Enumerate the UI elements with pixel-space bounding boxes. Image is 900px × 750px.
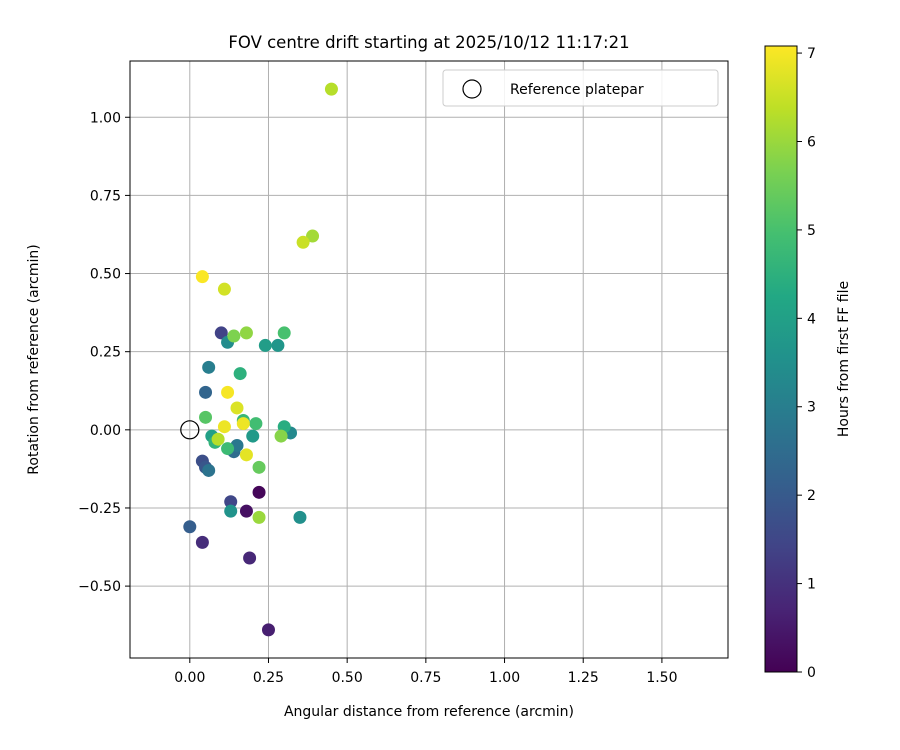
scatter-point: [274, 429, 288, 443]
x-axis-label: Angular distance from reference (arcmin): [284, 704, 574, 720]
colorbar-gradient: [765, 46, 797, 672]
y-tick-label: 0.50: [90, 267, 121, 283]
scatter-point: [239, 448, 253, 462]
scatter-point: [221, 385, 235, 399]
colorbar: 0 1 2 3 4 5 6 7 Hours from first FF file: [764, 45, 852, 681]
colorbar-tick-label: 2: [807, 488, 816, 504]
scatter-point: [224, 495, 238, 509]
scatter-point: [202, 463, 216, 477]
x-tick-label: 0.75: [410, 670, 441, 686]
y-tick-label: −0.25: [78, 501, 121, 517]
scatter-point: [199, 410, 213, 424]
scatter-point: [221, 442, 235, 456]
colorbar-tick-label: 4: [807, 311, 816, 327]
scatter-point: [217, 282, 231, 296]
scatter-point: [252, 460, 266, 474]
colorbar-label: Hours from first FF file: [836, 281, 852, 437]
scatter-point: [258, 338, 272, 352]
legend-marker-icon: [462, 79, 482, 99]
colorbar-tick-label: 0: [807, 665, 816, 681]
x-tick-label: 0.50: [332, 670, 363, 686]
scatter-point: [277, 326, 291, 340]
chart-title: FOV centre drift starting at 2025/10/12 …: [228, 33, 629, 52]
y-tick-label: 1.00: [90, 110, 121, 126]
scatter-point: [246, 429, 260, 443]
scatter-point: [183, 520, 197, 534]
plot-frame: [129, 60, 729, 659]
scatter-point: [271, 338, 285, 352]
colorbar-tick-label: 3: [807, 400, 816, 416]
scatter-point: [195, 535, 209, 549]
x-axis-ticks: 0.00 0.25 0.50 0.75 1.00 1.25 1.50: [174, 658, 677, 686]
scatter-point: [199, 385, 213, 399]
scatter-point: [202, 360, 216, 374]
scatter-point: [227, 329, 241, 343]
colorbar-tick-label: 1: [807, 577, 816, 593]
scatter-point: [252, 510, 266, 524]
x-tick-label: 0.25: [253, 670, 284, 686]
scatter-point: [243, 551, 257, 565]
scatter-point: [230, 401, 244, 415]
y-tick-label: 0.75: [90, 188, 121, 204]
scatter-point: [233, 367, 247, 381]
scatter-points: [183, 82, 338, 637]
scatter-point: [214, 326, 228, 340]
plot-area: [130, 61, 728, 658]
x-tick-label: 0.00: [174, 670, 205, 686]
legend-label: Reference platepar: [510, 82, 644, 98]
colorbar-ticks: 0 1 2 3 4 5 6 7: [797, 46, 816, 681]
x-tick-label: 1.00: [489, 670, 520, 686]
x-tick-label: 1.50: [646, 670, 677, 686]
scatter-point: [239, 326, 253, 340]
scatter-point: [324, 82, 338, 96]
scatter-point: [224, 504, 238, 518]
grid-lines: [130, 61, 728, 658]
scatter-point: [249, 417, 263, 431]
colorbar-tick-label: 5: [807, 223, 816, 239]
scatter-point: [252, 485, 266, 499]
y-tick-label: 0.25: [90, 345, 121, 361]
y-axis-label: Rotation from reference (arcmin): [26, 244, 42, 474]
colorbar-tick-label: 7: [807, 46, 816, 62]
legend[interactable]: Reference platepar: [442, 69, 719, 107]
colorbar-frame: [764, 45, 798, 673]
y-axis-ticks: −0.50 −0.25 0.00 0.25 0.50 0.75 1.00: [78, 110, 130, 595]
scatter-point: [236, 417, 250, 431]
y-tick-label: −0.50: [78, 579, 121, 595]
scatter-point: [293, 510, 307, 524]
scatter-point: [195, 270, 209, 284]
scatter-point: [261, 623, 275, 637]
x-tick-label: 1.25: [568, 670, 599, 686]
scatter-point: [296, 235, 310, 249]
scatter-point: [217, 420, 231, 434]
scatter-point: [211, 432, 225, 446]
scatter-point: [306, 229, 320, 243]
reference-marker: [180, 420, 200, 440]
legend-box: [442, 69, 719, 107]
colorbar-tick-label: 6: [807, 134, 816, 150]
y-tick-label: 0.00: [90, 423, 121, 439]
scatter-point: [239, 504, 253, 518]
